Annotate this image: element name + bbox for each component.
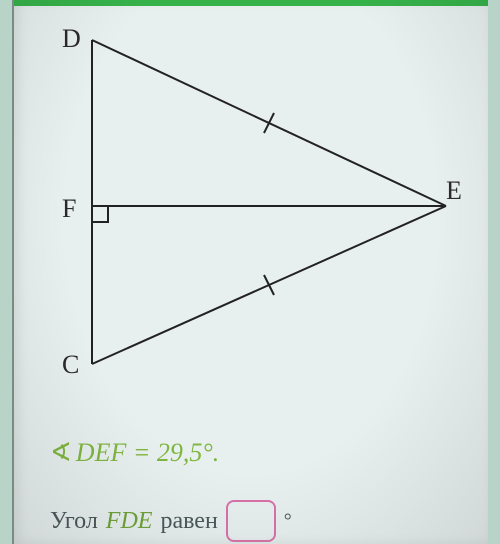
vertex-label-f: F [62, 194, 76, 224]
worksheet-panel: D F C E ∢DEF = 29,5°. Угол FDE равен ° [12, 0, 488, 544]
equals-sign: = [133, 438, 151, 467]
tick-de [264, 113, 274, 133]
angle-symbol: ∢ [50, 438, 72, 467]
question-prefix: Угол [50, 508, 98, 535]
vertex-label-d: D [62, 24, 81, 54]
question-line: Угол FDE равен ° [50, 500, 292, 542]
given-period: . [213, 438, 220, 467]
geometry-figure: D F C E [14, 6, 490, 416]
question-suffix: равен [160, 508, 217, 535]
answer-input[interactable] [226, 500, 276, 542]
vertex-label-e: E [446, 176, 462, 206]
given-expression: ∢DEF = 29,5°. [50, 438, 219, 468]
given-angle-name: DEF [76, 438, 127, 467]
triangle-svg [14, 6, 490, 416]
question-degree: ° [284, 510, 292, 533]
right-angle-marker [92, 206, 108, 222]
given-degree: ° [202, 438, 212, 467]
vertex-label-c: C [62, 350, 79, 380]
given-value: 29,5 [157, 438, 203, 467]
tick-ce [264, 275, 274, 295]
question-angle-name: FDE [106, 508, 153, 535]
